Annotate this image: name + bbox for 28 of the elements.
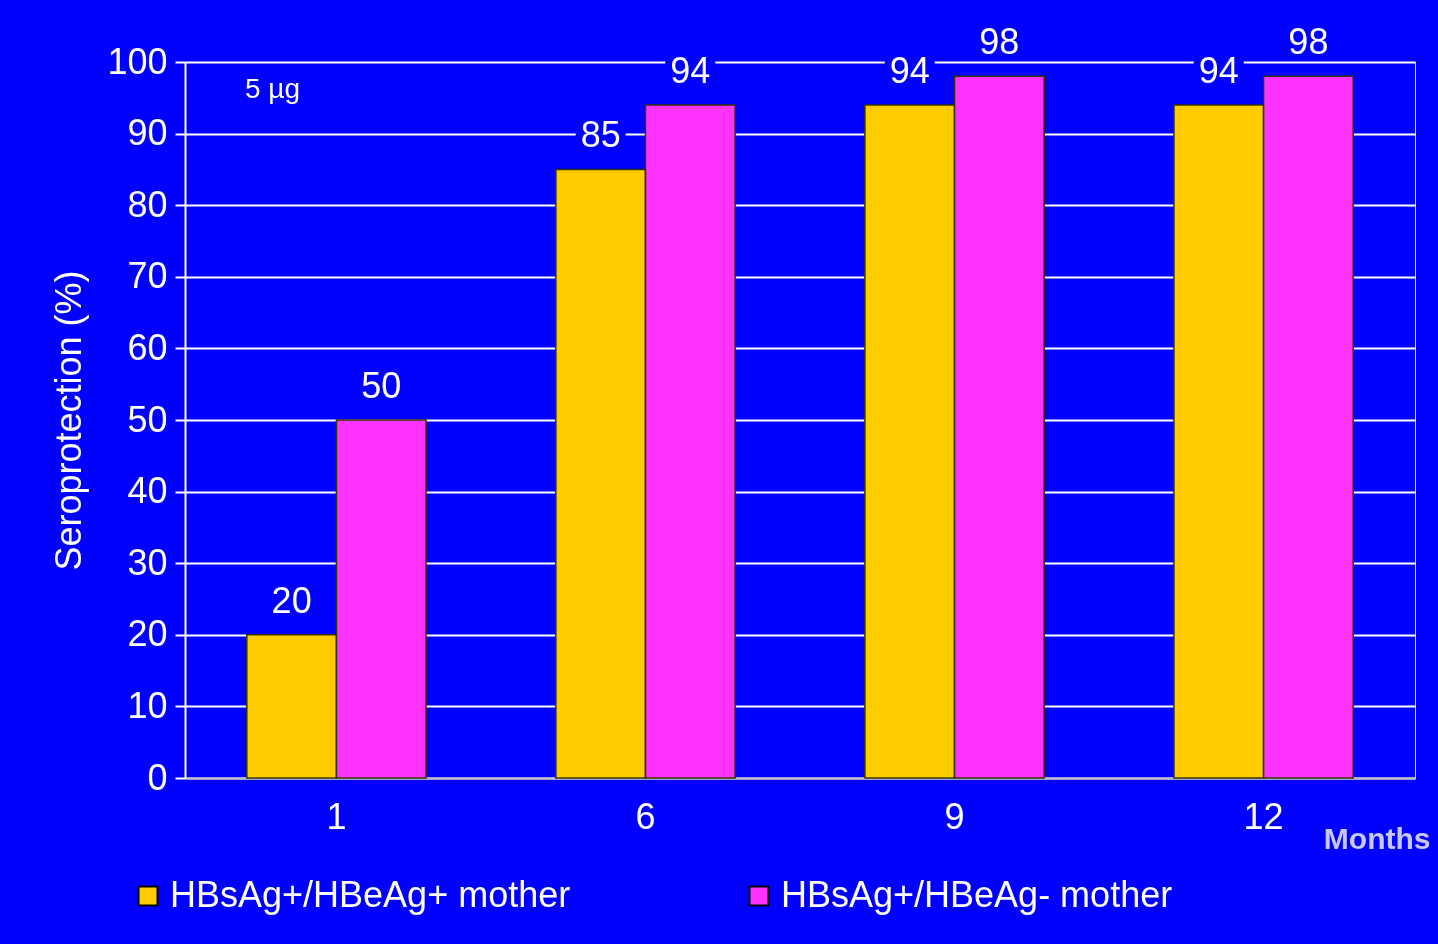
y-axis-title: Seroprotection (%) xyxy=(48,270,90,571)
data-label: 94 xyxy=(670,49,711,91)
data-label: 94 xyxy=(1198,49,1239,91)
y-tick-label: 40 xyxy=(127,470,168,512)
y-tick-label: 20 xyxy=(127,613,168,655)
annotation: 5 µg xyxy=(245,73,301,104)
y-tick-label: 60 xyxy=(127,326,168,368)
y-tick-label: 70 xyxy=(127,255,168,297)
data-label: 20 xyxy=(271,579,312,621)
x-tick-label: 12 xyxy=(1243,795,1284,837)
data-label: 50 xyxy=(361,365,402,406)
y-tick-label: 0 xyxy=(147,756,168,798)
y-tick-label: 30 xyxy=(127,541,168,583)
y-tick-label: 50 xyxy=(127,398,168,440)
x-tick-label: 6 xyxy=(635,795,656,837)
data-label: 85 xyxy=(580,114,621,156)
y-tick-label: 10 xyxy=(127,684,168,726)
data-label: 94 xyxy=(889,49,930,91)
data-label: 98 xyxy=(1288,21,1329,63)
legend-label: HBsAg+/HBeAg+ mother xyxy=(170,874,571,915)
y-tick-label: 80 xyxy=(127,183,168,225)
x-tick-label: 1 xyxy=(326,795,347,837)
x-tick-label: 9 xyxy=(944,795,965,837)
y-tick-label: 100 xyxy=(107,40,168,82)
x-axis-title: Months xyxy=(1323,821,1431,855)
y-tick-label: 90 xyxy=(127,112,168,154)
data-label: 98 xyxy=(979,21,1020,63)
legend-label: HBsAg+/HBeAg- mother xyxy=(781,874,1173,915)
